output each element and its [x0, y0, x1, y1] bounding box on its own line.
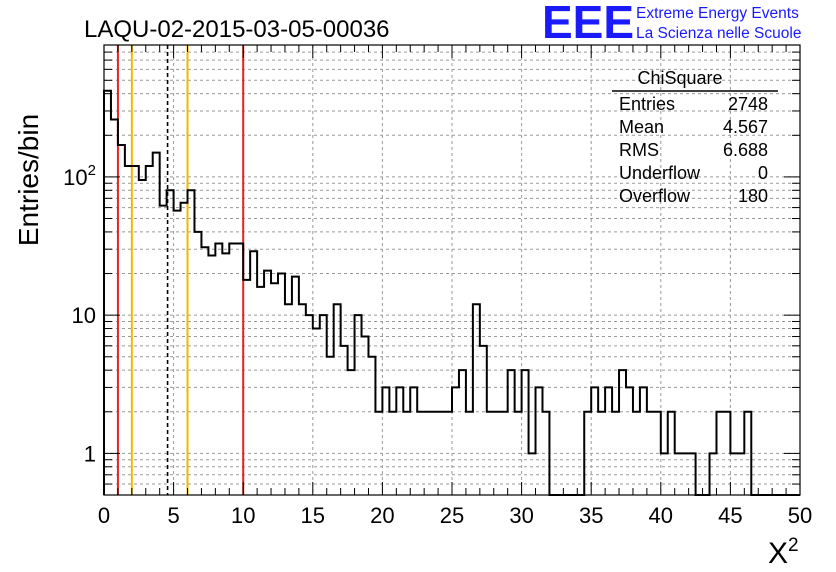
axis-ticks [103, 44, 801, 496]
stats-row-label: Overflow [619, 186, 691, 206]
eee-logo-mark: EEE [542, 0, 634, 48]
x-tick-label: 0 [98, 503, 110, 528]
chart-title: LAQU-02-2015-03-05-00036 [84, 16, 390, 43]
x-tick-label: 35 [579, 503, 603, 528]
stats-row-label: Entries [619, 94, 675, 114]
grid-layer [104, 44, 800, 496]
logo-line2: La Scienza nelle Scuole [636, 25, 801, 42]
x-tick-label: 25 [440, 503, 464, 528]
x-tick-label: 40 [649, 503, 673, 528]
x-tick-label: 5 [167, 503, 179, 528]
x-tick-label: 15 [301, 503, 325, 528]
reference-lines [116, 45, 245, 495]
x-tick-label: 10 [231, 503, 255, 528]
x-tick-label: 30 [509, 503, 533, 528]
stats-row-value: 4.567 [723, 117, 768, 137]
x-axis-label: X2 [768, 535, 799, 570]
stats-row-label: Mean [619, 117, 664, 137]
stats-row-value: 2748 [728, 94, 768, 114]
stats-row-value: 6.688 [723, 140, 768, 160]
eee-logo: EEE Extreme Energy Events La Scienza nel… [542, 0, 801, 48]
stats-box-title: ChiSquare [637, 68, 722, 88]
histogram-series [103, 89, 800, 496]
stats-row-value: 0 [758, 163, 768, 183]
stats-row-label: RMS [619, 140, 659, 160]
y-tick-label: 10 [72, 303, 96, 328]
y-tick-label: 1 [84, 441, 96, 466]
logo-line1: Extreme Energy Events [636, 5, 799, 22]
tick-labels: 0 5 10 15 20 25 30 35 40 45 50 1 10 102 [63, 162, 812, 528]
y-axis-label: Entries/bin [13, 114, 44, 246]
x-tick-label: 20 [370, 503, 394, 528]
x-tick-label: 45 [718, 503, 742, 528]
stats-row-label: Underflow [619, 163, 701, 183]
y-tick-label: 102 [63, 162, 96, 190]
stats-box: ChiSquare Entries 2748 Mean 4.567 RMS 6.688 Un… [612, 68, 778, 206]
x-tick-label: 50 [788, 503, 812, 528]
stats-row-value: 180 [738, 186, 768, 206]
